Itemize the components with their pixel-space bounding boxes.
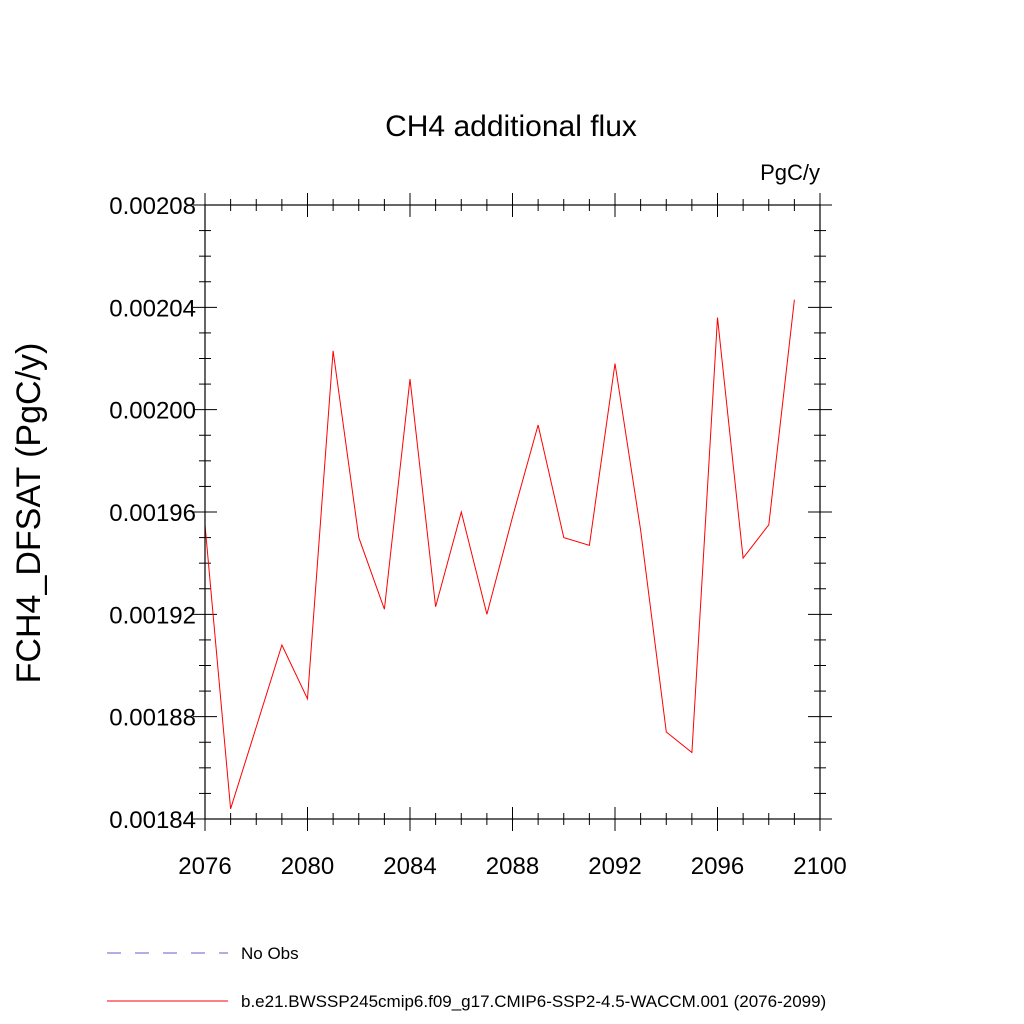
y-tick-label: 0.00204 [109, 295, 196, 322]
y-tick-label: 0.00196 [109, 500, 196, 527]
series-layer [204, 299, 795, 809]
x-tick-label: 2092 [588, 853, 641, 880]
y-tick-label: 0.00184 [109, 807, 196, 834]
plot-frame [204, 204, 821, 820]
x-tick-label: 2096 [691, 853, 744, 880]
y-tick-label: 0.00192 [109, 602, 196, 629]
x-tick-label: 2088 [486, 853, 539, 880]
minor-ticks [199, 199, 826, 825]
x-tick-label: 2080 [281, 853, 334, 880]
y-axis-label: FCH4_DFSAT (PgC/y) [10, 343, 48, 684]
y-tick-label: 0.00188 [109, 705, 196, 732]
y-tick-label: 0.00208 [109, 193, 196, 220]
major-ticks [193, 193, 832, 831]
x-tick-labels: 2076 2080 2084 2088 2092 2096 2100 [178, 853, 846, 880]
x-tick-label: 2076 [178, 853, 231, 880]
chart-title: CH4 additional flux [385, 110, 637, 143]
units-label: PgC/y [760, 160, 820, 185]
x-tick-label: 2084 [383, 853, 436, 880]
y-tick-labels: 0.00184 0.00188 0.00192 0.00196 0.00200 0.002… [109, 193, 196, 834]
legend-label-no-obs: No Obs [241, 944, 299, 963]
legend: No Obs b.e21.BWSSP245cmip6.f09_g17.CMIP6… [107, 944, 826, 1011]
series-line [204, 299, 795, 809]
legend-label-model-run: b.e21.BWSSP245cmip6.f09_g17.CMIP6-SSP2-4… [241, 992, 826, 1011]
y-tick-label: 0.00200 [109, 398, 196, 425]
x-tick-label: 2100 [793, 853, 846, 880]
